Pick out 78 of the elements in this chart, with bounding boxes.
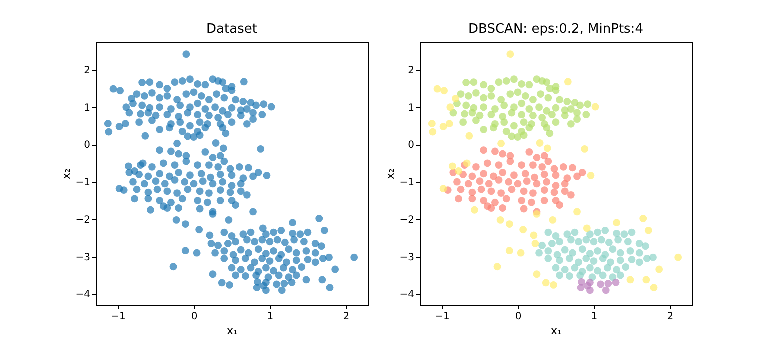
y-tick-label: 2 xyxy=(408,66,414,77)
point xyxy=(520,226,528,234)
y-tick-label: −1 xyxy=(400,178,414,189)
y-tick-label: −2 xyxy=(400,214,414,226)
point xyxy=(429,128,437,136)
point xyxy=(602,286,610,294)
y-tick-label: 1 xyxy=(84,102,90,114)
point xyxy=(517,249,525,257)
point xyxy=(604,280,612,288)
x-axis-title: x₁ xyxy=(551,324,562,338)
y-tick-label: −4 xyxy=(400,290,414,301)
point xyxy=(656,266,664,274)
point xyxy=(584,282,592,290)
point xyxy=(496,216,504,224)
point xyxy=(626,276,634,284)
point xyxy=(544,144,552,152)
point xyxy=(506,220,514,228)
y-tick-label: −3 xyxy=(76,252,90,264)
x-tick-label: 1 xyxy=(591,312,598,322)
y-tick-label: 2 xyxy=(84,66,90,77)
x-axis-title: x₁ xyxy=(227,324,238,338)
x-tick-label: −1 xyxy=(435,312,450,322)
point xyxy=(674,254,682,262)
point xyxy=(470,206,478,214)
point xyxy=(583,224,591,232)
y-axis-title: x₂ xyxy=(384,168,397,180)
point xyxy=(455,168,462,175)
point xyxy=(506,50,514,58)
chart-title: DBSCAN: eps:0.2, MinPts:4 xyxy=(468,22,644,37)
x-tick-label: 2 xyxy=(343,312,350,322)
x-tick-label: 2 xyxy=(667,312,674,322)
point xyxy=(448,162,456,170)
point xyxy=(446,104,454,112)
point xyxy=(642,276,650,284)
point xyxy=(466,132,474,140)
y-tick-label: 1 xyxy=(408,102,414,114)
y-tick-label: −4 xyxy=(76,290,90,301)
x-tick-label: 1 xyxy=(267,312,274,322)
point xyxy=(597,280,605,288)
point xyxy=(549,216,557,224)
point xyxy=(536,140,544,147)
y-tick-label: −2 xyxy=(76,214,90,226)
chart-title: Dataset xyxy=(206,22,258,37)
point xyxy=(613,219,620,227)
point xyxy=(446,120,454,128)
point xyxy=(550,282,558,289)
point xyxy=(564,78,572,86)
y-tick-label: 0 xyxy=(408,140,414,152)
point xyxy=(494,263,502,271)
point xyxy=(533,210,541,218)
point xyxy=(612,278,620,286)
point xyxy=(533,270,541,278)
point xyxy=(440,87,448,95)
point xyxy=(506,247,514,255)
x-tick-label: 0 xyxy=(191,312,198,322)
point xyxy=(532,240,540,248)
y-axis-title: x₂ xyxy=(60,168,73,180)
point xyxy=(428,120,436,128)
x-tick-label: 0 xyxy=(515,312,522,322)
x-tick-label: −1 xyxy=(111,312,126,322)
point xyxy=(574,208,581,216)
y-tick-label: 0 xyxy=(84,140,90,152)
point xyxy=(581,146,589,153)
y-tick-label: −1 xyxy=(76,178,90,189)
y-tick-label: −3 xyxy=(400,252,414,264)
point xyxy=(587,172,595,180)
point xyxy=(650,284,658,292)
point xyxy=(440,185,448,193)
point xyxy=(498,140,506,148)
point xyxy=(530,232,538,240)
point xyxy=(452,95,460,102)
point xyxy=(644,226,652,234)
point xyxy=(577,284,585,292)
point xyxy=(434,85,442,93)
point xyxy=(592,103,600,111)
point xyxy=(440,123,448,131)
point xyxy=(640,215,648,222)
point xyxy=(542,279,550,287)
